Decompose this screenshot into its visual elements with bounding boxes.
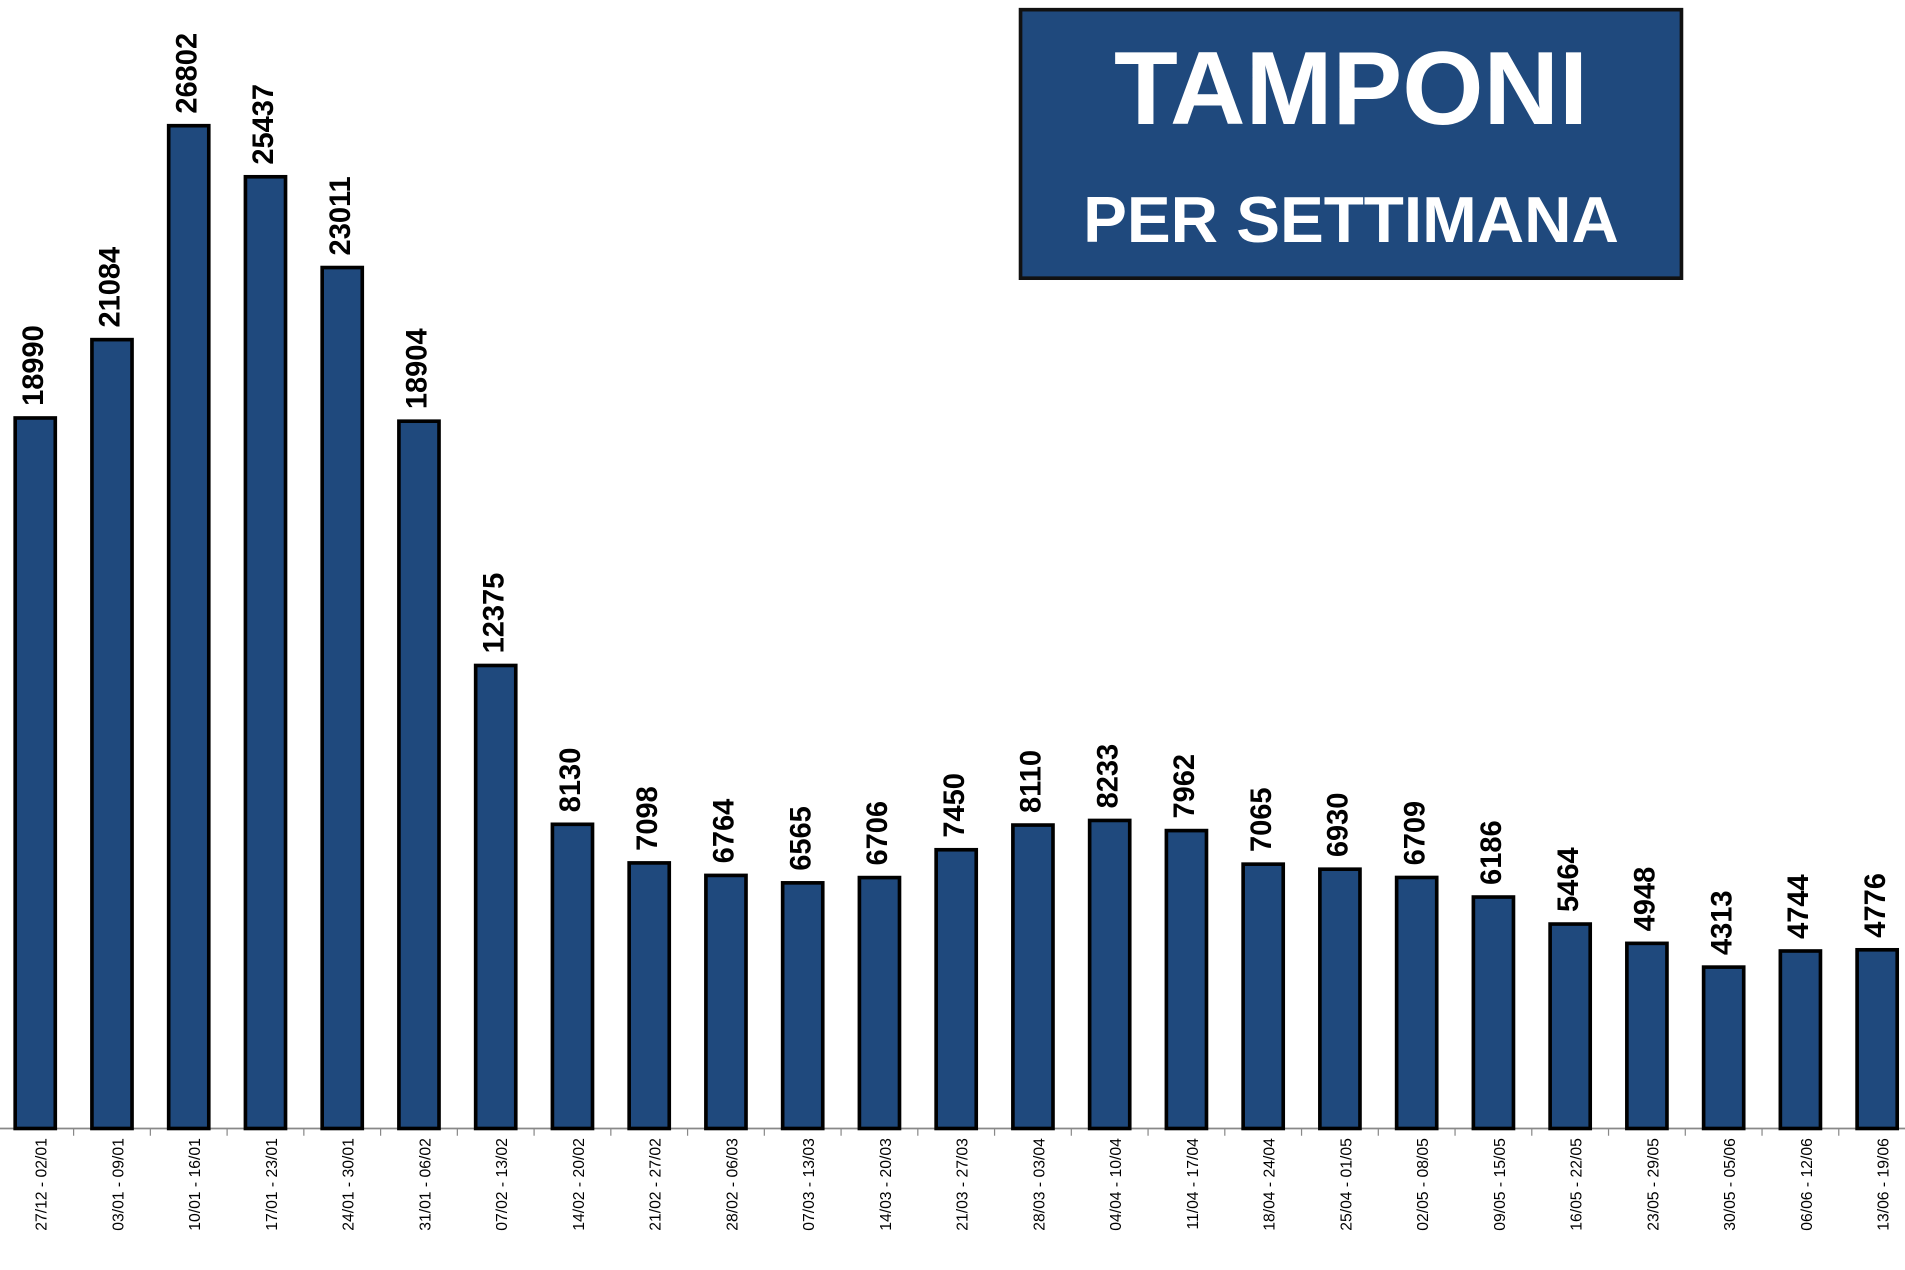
value-label: 6186 xyxy=(1476,820,1508,885)
bar xyxy=(1318,867,1362,1131)
bar xyxy=(90,337,134,1131)
bar xyxy=(1394,875,1439,1131)
value-label: 7962 xyxy=(1169,754,1201,819)
value-label: 5464 xyxy=(1553,847,1585,912)
value-label: 6930 xyxy=(1323,793,1355,858)
x-tick-label: 28/02 - 06/03 xyxy=(724,1138,741,1231)
bar xyxy=(1471,895,1516,1131)
value-label: 26802 xyxy=(171,33,203,114)
x-tick-label: 09/05 - 15/05 xyxy=(1492,1138,1509,1231)
value-label: 4948 xyxy=(1630,867,1662,932)
value-label: 6764 xyxy=(709,798,741,863)
x-tick-label: 27/12 - 02/01 xyxy=(34,1138,51,1231)
value-label: 6565 xyxy=(785,806,817,871)
value-label: 25437 xyxy=(248,84,280,165)
x-tick-label: 30/05 - 05/06 xyxy=(1722,1138,1739,1231)
value-label: 18990 xyxy=(18,325,50,406)
bar xyxy=(934,847,979,1131)
bar xyxy=(1625,941,1669,1131)
x-tick-label: 04/04 - 10/04 xyxy=(1108,1138,1125,1231)
bar xyxy=(704,873,748,1131)
bar xyxy=(1087,818,1132,1131)
x-tick-label: 13/06 - 19/06 xyxy=(1876,1138,1893,1231)
x-tick-label: 06/06 - 12/06 xyxy=(1799,1138,1816,1231)
title-box xyxy=(1018,7,1684,281)
x-tick-label: 23/05 - 29/05 xyxy=(1645,1138,1662,1231)
value-label: 4313 xyxy=(1706,890,1738,955)
x-tick-label: 21/02 - 27/02 xyxy=(648,1138,665,1231)
value-label: 23011 xyxy=(325,176,357,255)
bar xyxy=(1778,949,1823,1131)
value-label: 18904 xyxy=(402,328,434,410)
chart-title: TAMPONI xyxy=(1114,31,1588,147)
bar xyxy=(13,416,58,1131)
value-label: 21084 xyxy=(95,246,127,328)
bar xyxy=(1548,922,1593,1131)
bar xyxy=(166,123,211,1131)
bar xyxy=(1241,862,1286,1131)
x-tick-label: 03/01 - 09/01 xyxy=(110,1138,127,1231)
value-label: 7065 xyxy=(1246,788,1278,853)
bar xyxy=(857,875,902,1131)
bar xyxy=(780,881,825,1131)
bar xyxy=(320,265,365,1131)
value-label: 4776 xyxy=(1860,873,1892,938)
value-label: 4744 xyxy=(1783,874,1815,939)
bar xyxy=(627,861,672,1131)
x-tick-label: 07/02 - 13/02 xyxy=(494,1138,511,1231)
chart-subtitle: PER SETTIMANA xyxy=(1083,183,1619,256)
value-label: 8130 xyxy=(555,748,587,813)
x-tick-label: 18/04 - 24/04 xyxy=(1262,1138,1279,1231)
x-tick-label: 17/01 - 23/01 xyxy=(264,1138,281,1231)
x-tick-label: 24/01 - 30/01 xyxy=(341,1138,358,1231)
value-label: 6709 xyxy=(1399,801,1431,866)
x-tick-label: 02/05 - 08/05 xyxy=(1415,1138,1432,1231)
bar xyxy=(1855,947,1900,1131)
bar xyxy=(243,174,288,1131)
value-label: 8233 xyxy=(1092,744,1124,809)
bar xyxy=(1011,823,1055,1131)
bar xyxy=(473,663,518,1131)
x-tick-label: 31/01 - 06/02 xyxy=(417,1138,434,1231)
x-tick-label: 11/04 - 17/04 xyxy=(1185,1138,1202,1230)
x-tick-label: 07/03 - 13/03 xyxy=(801,1138,818,1231)
value-label: 6706 xyxy=(862,801,894,866)
bar xyxy=(1164,828,1209,1131)
bar xyxy=(550,822,595,1131)
x-tick-label: 10/01 - 16/01 xyxy=(187,1138,204,1231)
x-tick-label: 25/04 - 01/05 xyxy=(1338,1138,1355,1231)
value-label: 7450 xyxy=(939,773,971,838)
x-tick-label: 14/03 - 20/03 xyxy=(878,1138,895,1231)
x-tick-label: 21/03 - 27/03 xyxy=(955,1138,972,1231)
bar xyxy=(1701,965,1746,1131)
bar xyxy=(397,419,441,1131)
value-label: 8110 xyxy=(1016,750,1048,813)
value-label: 7098 xyxy=(632,786,664,851)
value-label: 12375 xyxy=(478,573,510,654)
x-tick-label: 28/03 - 03/04 xyxy=(1031,1138,1048,1231)
x-tick-label: 16/05 - 22/05 xyxy=(1569,1138,1586,1231)
x-tick-label: 14/02 - 20/02 xyxy=(571,1138,588,1231)
